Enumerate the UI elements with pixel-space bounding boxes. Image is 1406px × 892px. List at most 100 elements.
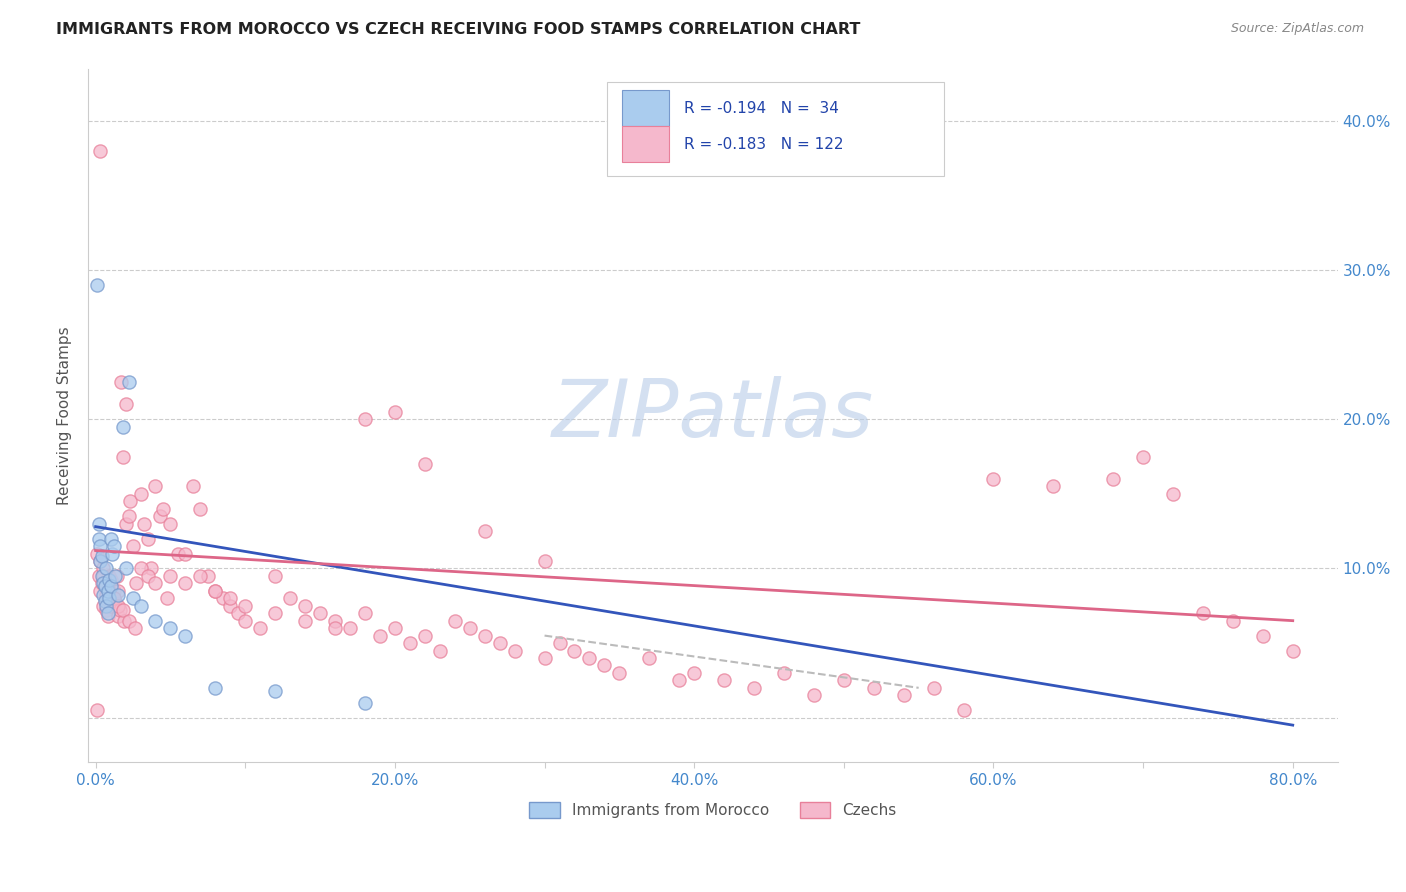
Point bbox=[152, 501, 174, 516]
Point bbox=[145, 576, 167, 591]
Point bbox=[91, 588, 114, 602]
Point bbox=[122, 539, 145, 553]
Point bbox=[197, 569, 219, 583]
Point bbox=[101, 547, 124, 561]
Point bbox=[124, 621, 146, 635]
Point bbox=[90, 569, 112, 583]
Point bbox=[100, 579, 122, 593]
Point bbox=[103, 591, 125, 606]
Point bbox=[98, 574, 121, 588]
Point bbox=[91, 576, 114, 591]
Point bbox=[384, 621, 406, 635]
Bar bbox=[621, 126, 669, 162]
Point bbox=[104, 594, 127, 608]
Point bbox=[413, 629, 436, 643]
Point bbox=[129, 561, 152, 575]
Point bbox=[249, 621, 271, 635]
Point bbox=[125, 576, 148, 591]
Point bbox=[219, 591, 242, 606]
Bar bbox=[621, 90, 669, 126]
Point bbox=[159, 569, 181, 583]
Point bbox=[368, 629, 391, 643]
Point bbox=[107, 609, 129, 624]
Point bbox=[1161, 487, 1184, 501]
Point bbox=[429, 643, 451, 657]
Point bbox=[93, 594, 115, 608]
Point bbox=[111, 450, 134, 464]
Point bbox=[114, 561, 136, 575]
Point bbox=[278, 591, 301, 606]
Point bbox=[105, 569, 128, 583]
Point bbox=[114, 516, 136, 531]
Point bbox=[87, 569, 110, 583]
Point bbox=[94, 561, 117, 575]
Point bbox=[862, 681, 884, 695]
Point bbox=[413, 457, 436, 471]
Point bbox=[90, 549, 112, 564]
Point bbox=[98, 591, 121, 606]
Text: IMMIGRANTS FROM MOROCCO VS CZECH RECEIVING FOOD STAMPS CORRELATION CHART: IMMIGRANTS FROM MOROCCO VS CZECH RECEIVI… bbox=[56, 22, 860, 37]
Point bbox=[683, 665, 706, 680]
Point bbox=[294, 614, 316, 628]
Point bbox=[533, 554, 555, 568]
Point bbox=[100, 574, 122, 588]
Point bbox=[219, 599, 242, 613]
Point bbox=[89, 583, 111, 598]
Point bbox=[204, 681, 226, 695]
Point bbox=[474, 524, 496, 538]
Point bbox=[90, 576, 112, 591]
Point bbox=[107, 599, 129, 613]
Point bbox=[103, 539, 125, 553]
Point bbox=[108, 603, 131, 617]
Point bbox=[893, 688, 915, 702]
Point bbox=[107, 588, 129, 602]
Point bbox=[91, 599, 114, 613]
Point bbox=[204, 583, 226, 598]
Point bbox=[89, 144, 111, 158]
Point bbox=[609, 665, 631, 680]
Point bbox=[264, 569, 287, 583]
Point bbox=[118, 494, 141, 508]
Point bbox=[100, 599, 122, 613]
Y-axis label: Receiving Food Stamps: Receiving Food Stamps bbox=[58, 326, 72, 505]
Point bbox=[100, 532, 122, 546]
Point bbox=[1192, 606, 1215, 620]
Point bbox=[156, 591, 179, 606]
Point bbox=[139, 561, 162, 575]
Point bbox=[114, 397, 136, 411]
Point bbox=[111, 603, 134, 617]
Point bbox=[136, 532, 159, 546]
Point bbox=[548, 636, 571, 650]
Point bbox=[129, 599, 152, 613]
Point bbox=[593, 658, 616, 673]
Point bbox=[204, 583, 226, 598]
Point bbox=[323, 621, 346, 635]
Point bbox=[159, 621, 181, 635]
Point bbox=[117, 509, 139, 524]
Text: Source: ZipAtlas.com: Source: ZipAtlas.com bbox=[1230, 22, 1364, 36]
Point bbox=[93, 579, 115, 593]
Point bbox=[117, 614, 139, 628]
Point bbox=[87, 532, 110, 546]
Point bbox=[354, 606, 377, 620]
Point bbox=[97, 609, 120, 624]
Point bbox=[443, 614, 465, 628]
Point bbox=[94, 599, 117, 613]
Point bbox=[89, 554, 111, 568]
Point bbox=[136, 569, 159, 583]
Point bbox=[233, 599, 256, 613]
Point bbox=[1102, 472, 1125, 486]
Point bbox=[354, 696, 377, 710]
Point bbox=[533, 651, 555, 665]
Point bbox=[264, 606, 287, 620]
Point bbox=[91, 569, 114, 583]
Point bbox=[86, 703, 108, 717]
Text: R = -0.194   N =  34: R = -0.194 N = 34 bbox=[685, 101, 839, 116]
Point bbox=[94, 576, 117, 591]
Point bbox=[309, 606, 332, 620]
Point bbox=[122, 591, 145, 606]
Point bbox=[117, 375, 139, 389]
Point bbox=[1132, 450, 1154, 464]
Point bbox=[474, 629, 496, 643]
Point bbox=[384, 405, 406, 419]
